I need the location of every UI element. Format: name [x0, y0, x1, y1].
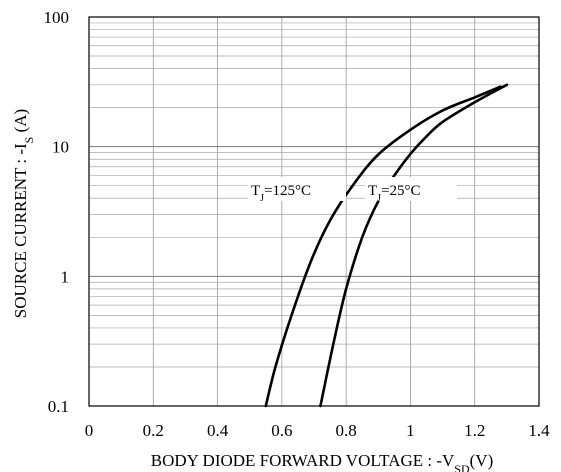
series-label-2: TJ=25°C [368, 183, 421, 204]
y-tick-labels: 0.1 1 10 100 [44, 8, 70, 416]
x-tick-label: 0 [85, 421, 94, 440]
x-tick-label: 0.2 [143, 421, 164, 440]
annotation-bg [365, 177, 457, 201]
x-axis-title: BODY DIODE FORWARD VOLTAGE : -VSD(V) [151, 451, 494, 472]
series-line-2 [319, 83, 509, 408]
x-tick-labels: 0 0.2 0.4 0.6 0.8 1 1.2 1.4 [85, 421, 550, 440]
series-annotations: TJ=125°C TJ=25°C [248, 177, 457, 204]
y-tick-label: 0.1 [48, 397, 69, 416]
plot-frame [88, 16, 540, 407]
series-line-1 [264, 85, 502, 408]
y-axis-title: SOURCE CURRENT : -IS (A) [11, 109, 36, 318]
x-tick-label: 0.6 [271, 421, 292, 440]
x-tick-label: 1 [406, 421, 415, 440]
x-tick-label: 0.4 [207, 421, 229, 440]
series-lines [264, 83, 509, 408]
grid [88, 17, 540, 407]
x-tick-label: 0.8 [336, 421, 357, 440]
x-tick-label: 1.4 [528, 421, 550, 440]
annotation-bg [248, 177, 346, 201]
x-tick-label: 1.2 [464, 421, 485, 440]
y-tick-label: 100 [44, 8, 70, 27]
y-tick-label: 10 [52, 138, 69, 157]
y-tick-label: 1 [61, 267, 70, 286]
series-label-1: TJ=125°C [251, 183, 311, 204]
